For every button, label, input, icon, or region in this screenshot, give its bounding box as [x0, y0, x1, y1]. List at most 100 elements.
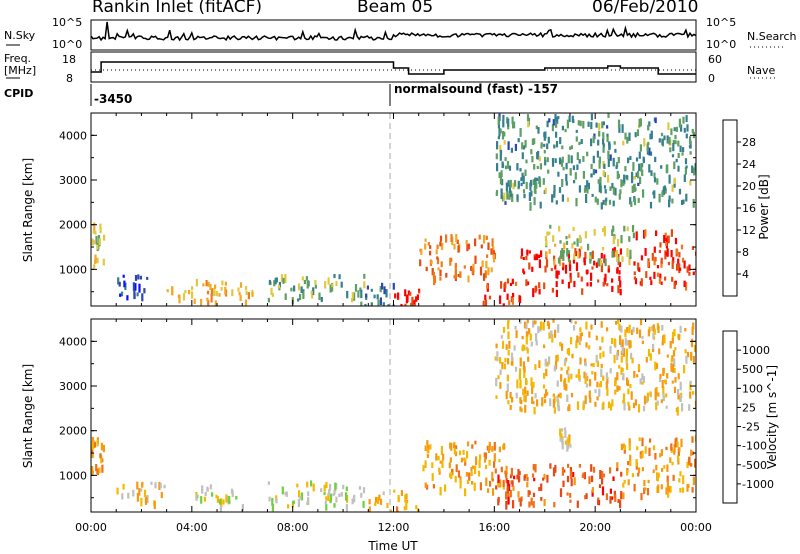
data-cell [541, 397, 544, 406]
data-cell [397, 292, 400, 300]
data-cell [626, 226, 629, 232]
data-cell [426, 454, 429, 458]
data-cell [551, 194, 554, 203]
data-cell [665, 446, 668, 451]
x-tick-label: 20:00 [579, 521, 611, 534]
data-cell [146, 276, 149, 280]
data-cell [670, 362, 673, 372]
data-cell [504, 201, 507, 205]
data-cell [345, 486, 348, 492]
data-cell [603, 163, 606, 169]
data-cell [524, 386, 527, 395]
data-cell [555, 141, 559, 148]
data-cell [604, 258, 607, 267]
data-cell [588, 331, 591, 338]
data-cell [563, 469, 566, 473]
data-cell [468, 472, 471, 481]
data-cell [611, 285, 614, 292]
data-cell [637, 197, 640, 203]
station-title: Rankin Inlet (fitACF) [92, 0, 263, 17]
data-cell [509, 282, 513, 286]
data-cell [586, 282, 589, 287]
data-cell [671, 184, 674, 192]
data-cell [639, 144, 642, 152]
nsearch-label: N.Search [747, 30, 797, 43]
nsky-tick-low: 10^0 [52, 38, 83, 51]
data-cell [543, 344, 546, 349]
data-cell [686, 266, 689, 273]
data-cell [559, 137, 562, 145]
data-cell [483, 273, 486, 281]
data-cell [617, 499, 620, 503]
data-cell [519, 128, 522, 137]
data-cell [560, 367, 563, 371]
data-cell [542, 321, 545, 331]
data-cell [550, 330, 553, 338]
data-cell [600, 263, 603, 273]
data-cell [618, 193, 621, 200]
data-cell [561, 179, 564, 187]
data-cell [536, 399, 539, 407]
data-cell [271, 497, 274, 506]
data-cell [499, 479, 502, 488]
data-cell [362, 487, 366, 494]
data-cell [526, 319, 529, 324]
data-cell [623, 225, 626, 232]
data-cell [656, 178, 659, 185]
data-cell [643, 138, 646, 147]
data-cell [638, 163, 641, 171]
freq-unit-label: [MHz] [4, 64, 37, 77]
data-cell [543, 473, 546, 480]
data-cell [637, 472, 640, 477]
data-cell [338, 493, 341, 498]
data-cell [628, 443, 631, 451]
data-cell [598, 484, 602, 488]
data-cell [540, 142, 543, 147]
data-cell [437, 455, 440, 461]
data-cell [677, 389, 680, 395]
data-cell [639, 118, 642, 127]
data-cell [619, 280, 622, 288]
data-cell [614, 389, 617, 395]
data-cell [576, 164, 579, 170]
velocity-colorbar-tick-label: -1000 [742, 478, 774, 491]
data-cell [98, 467, 101, 474]
data-cell [659, 273, 662, 280]
data-cell [377, 299, 380, 306]
data-cell [244, 299, 248, 306]
velocity-colorbar-tick-label: 1000 [742, 344, 770, 357]
data-cell [602, 132, 605, 140]
data-cell [516, 379, 519, 389]
data-cell [658, 249, 661, 254]
data-cell [649, 353, 652, 361]
data-cell [485, 235, 488, 240]
data-cell [567, 373, 570, 378]
data-cell [534, 393, 537, 399]
data-cell [200, 298, 203, 306]
data-cell [659, 242, 662, 248]
data-cell [500, 466, 503, 473]
data-cell [566, 443, 569, 452]
data-cell [333, 489, 336, 495]
data-cell [556, 395, 559, 403]
data-cell [207, 281, 210, 287]
data-cell [427, 242, 430, 246]
data-cell [690, 351, 693, 358]
data-cell [597, 179, 600, 184]
data-cell [562, 262, 565, 269]
power-colorbar-frame [722, 119, 738, 297]
data-cell [364, 303, 367, 306]
data-cell [191, 291, 194, 299]
data-cell [598, 130, 601, 137]
data-cell [324, 281, 327, 289]
data-cell [531, 396, 534, 404]
freq-trace [91, 61, 696, 75]
data-cell [532, 464, 535, 471]
data-cell [570, 145, 573, 150]
data-cell [583, 371, 586, 376]
data-cell [510, 193, 513, 197]
data-cell [546, 320, 550, 326]
data-cell [575, 136, 578, 142]
data-cell [528, 262, 531, 270]
data-cell [338, 274, 341, 280]
